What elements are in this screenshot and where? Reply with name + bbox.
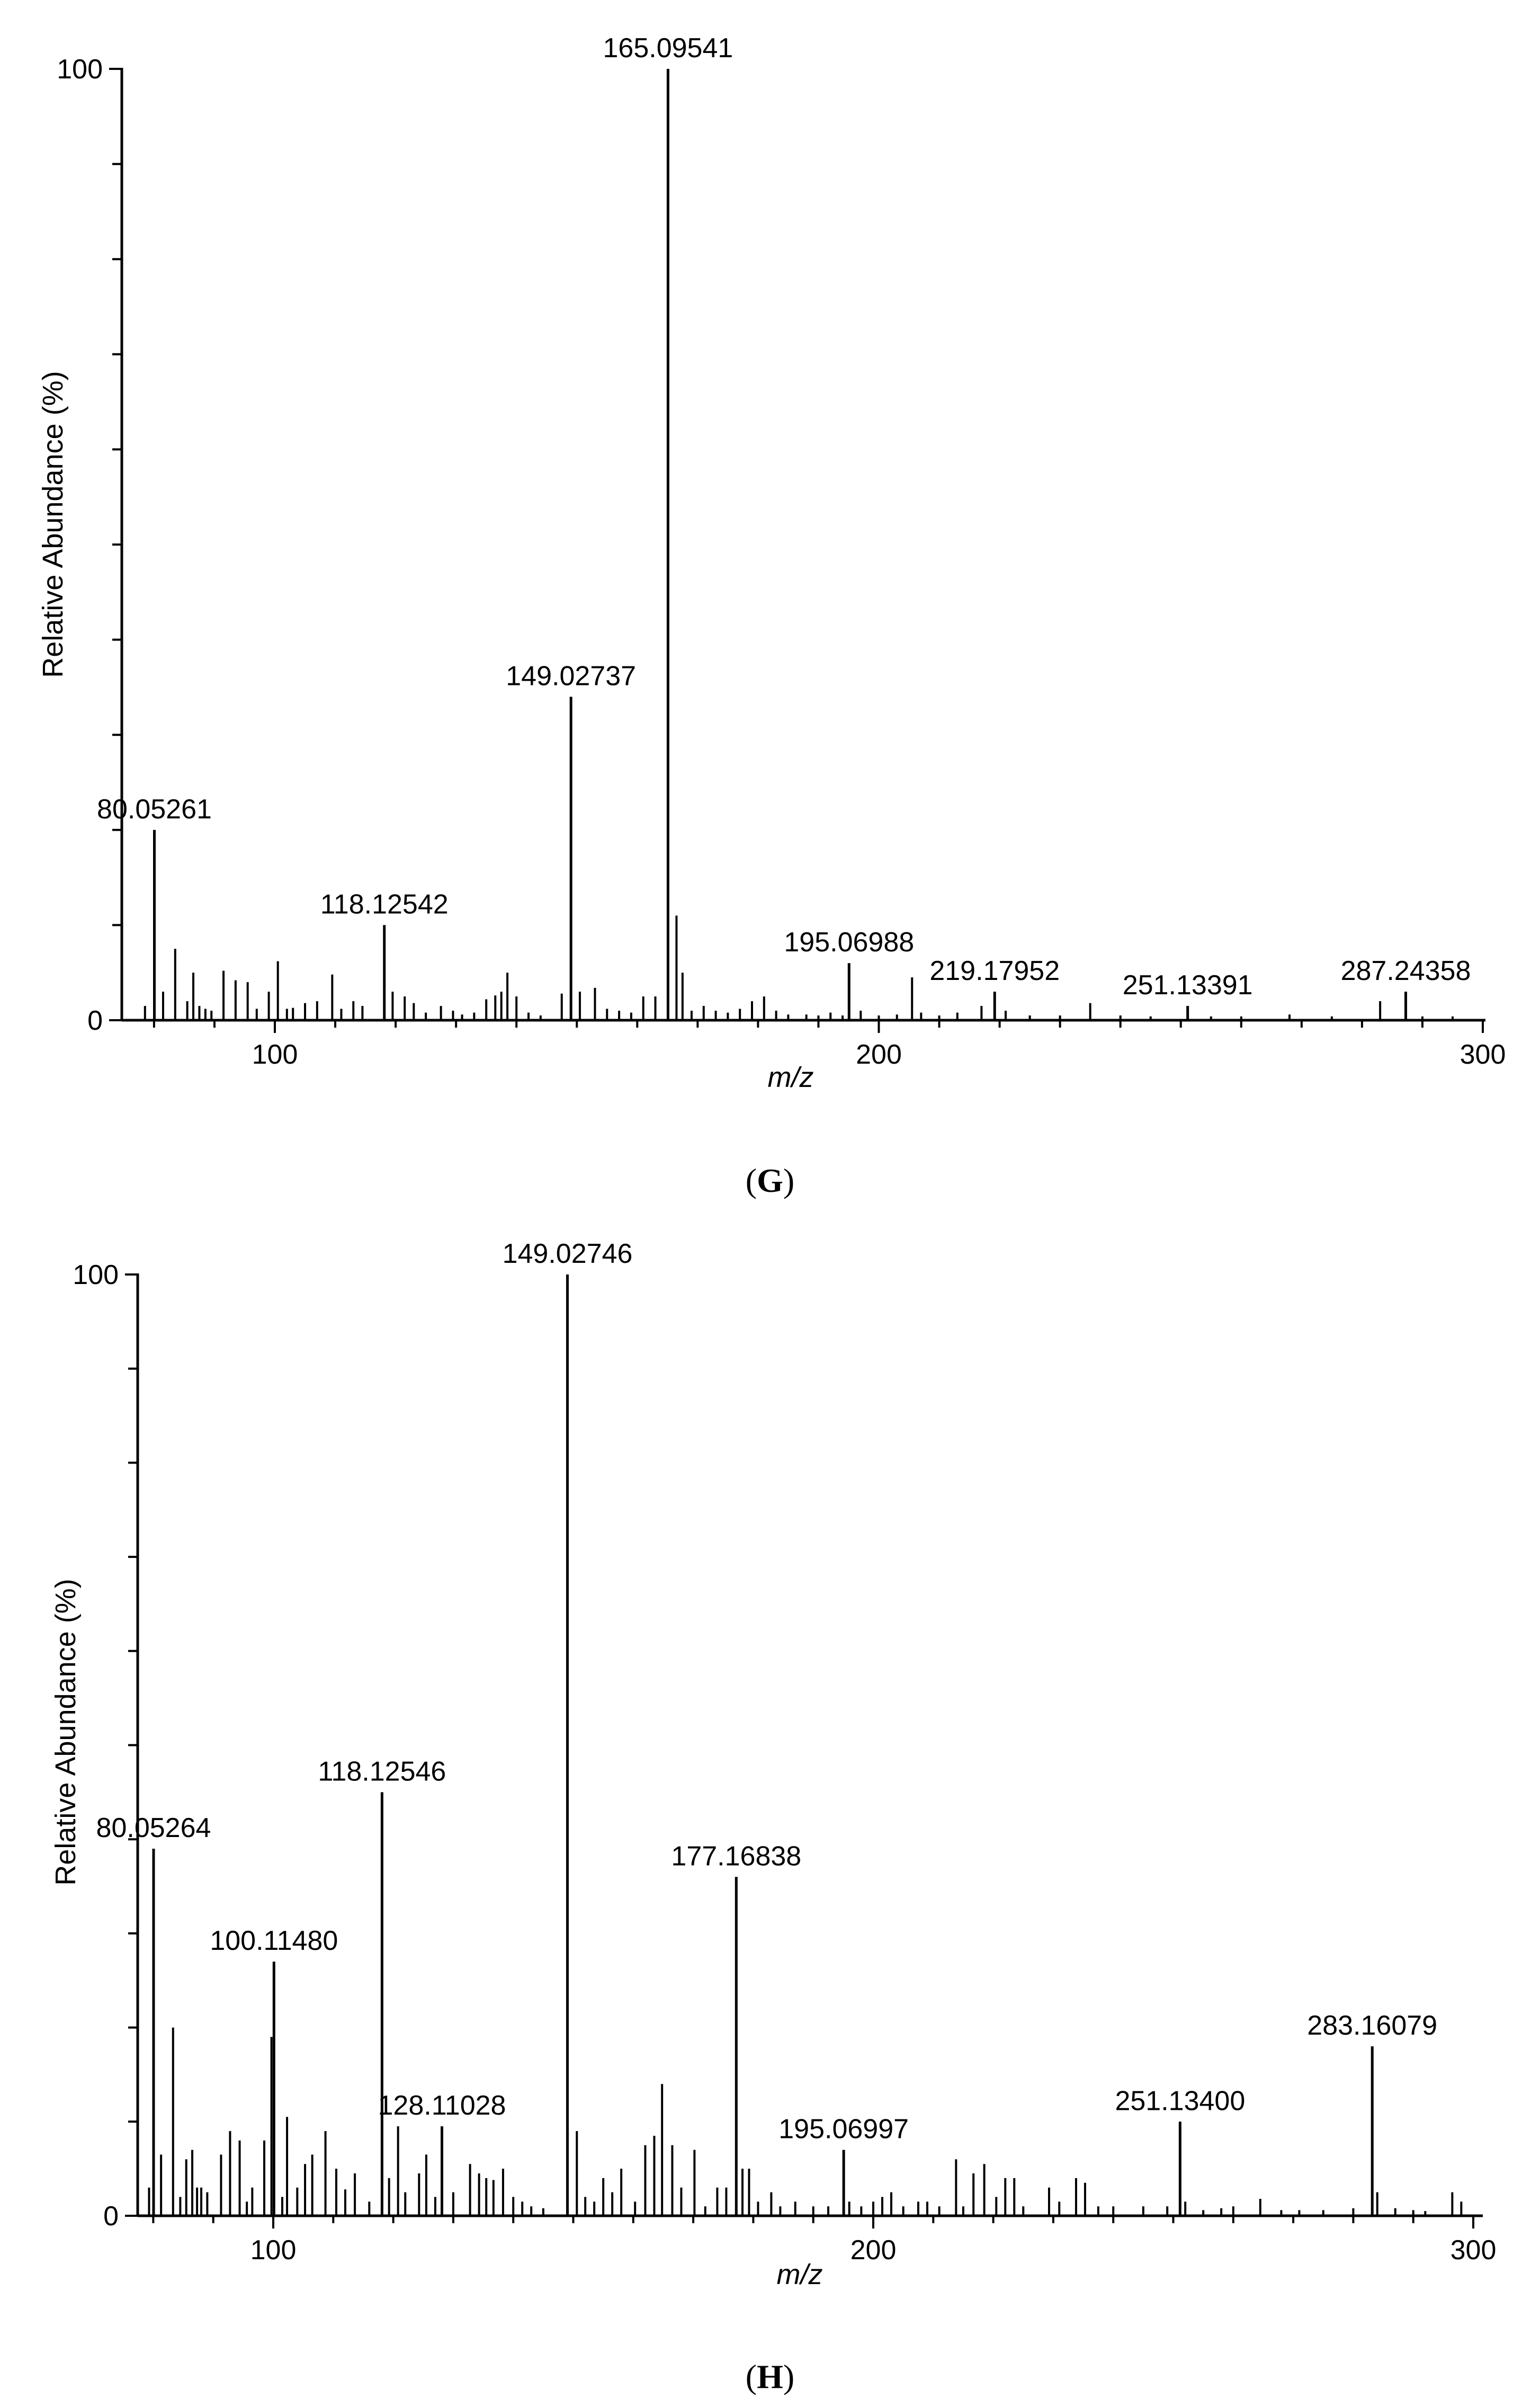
x-axis-title-h: m/z (777, 2259, 823, 2290)
x-tick-label: 200 (856, 1039, 902, 1070)
peak-label: 283.16079 (1307, 2010, 1437, 2041)
peak-label: 80.05264 (96, 1813, 211, 1843)
peak-label: 128.11028 (378, 2090, 506, 2121)
x-tick-label: 300 (1460, 1039, 1506, 1070)
spectra-figure: Relative Abundance (%) m/z (G) 0 100 100 20… (0, 0, 1540, 2407)
y-tick-label: 0 (103, 2201, 119, 2232)
figure-background (0, 0, 1540, 2407)
peak-label: 80.05261 (97, 794, 212, 825)
y-tick-label: 100 (73, 1260, 119, 1290)
y-tick-label: 0 (87, 1005, 103, 1036)
peak-label: 177.16838 (671, 1841, 801, 1871)
x-axis-title-g: m/z (768, 1062, 814, 1093)
peak-label: 118.12542 (320, 889, 449, 920)
x-tick-label: 100 (250, 2235, 297, 2266)
peak-label: 165.09541 (603, 33, 733, 64)
x-tick-label: 300 (1451, 2235, 1497, 2266)
y-axis-title-h: Relative Abundance (%) (50, 1579, 82, 1885)
y-axis-title-g: Relative Abundance (%) (37, 371, 69, 677)
y-tick-label: 100 (57, 54, 103, 85)
peak-label: 195.06988 (784, 927, 914, 958)
peak-label: 195.06997 (778, 2114, 909, 2145)
peak-label: 149.02746 (503, 1238, 633, 1269)
peak-label: 100.11480 (210, 1925, 338, 1956)
peak-label: 149.02737 (506, 661, 636, 691)
peak-label: 251.13391 (1123, 970, 1253, 1001)
peak-label: 251.13400 (1115, 2085, 1245, 2116)
peak-label: 287.24358 (1341, 956, 1471, 986)
panel-label-h: (H) (746, 2358, 794, 2395)
peak-label: 118.12546 (318, 1756, 446, 1787)
peak-label: 219.17952 (929, 956, 1060, 986)
x-tick-label: 100 (252, 1039, 298, 1070)
x-tick-label: 200 (850, 2235, 897, 2266)
panel-label-g: (G) (746, 1162, 794, 1199)
